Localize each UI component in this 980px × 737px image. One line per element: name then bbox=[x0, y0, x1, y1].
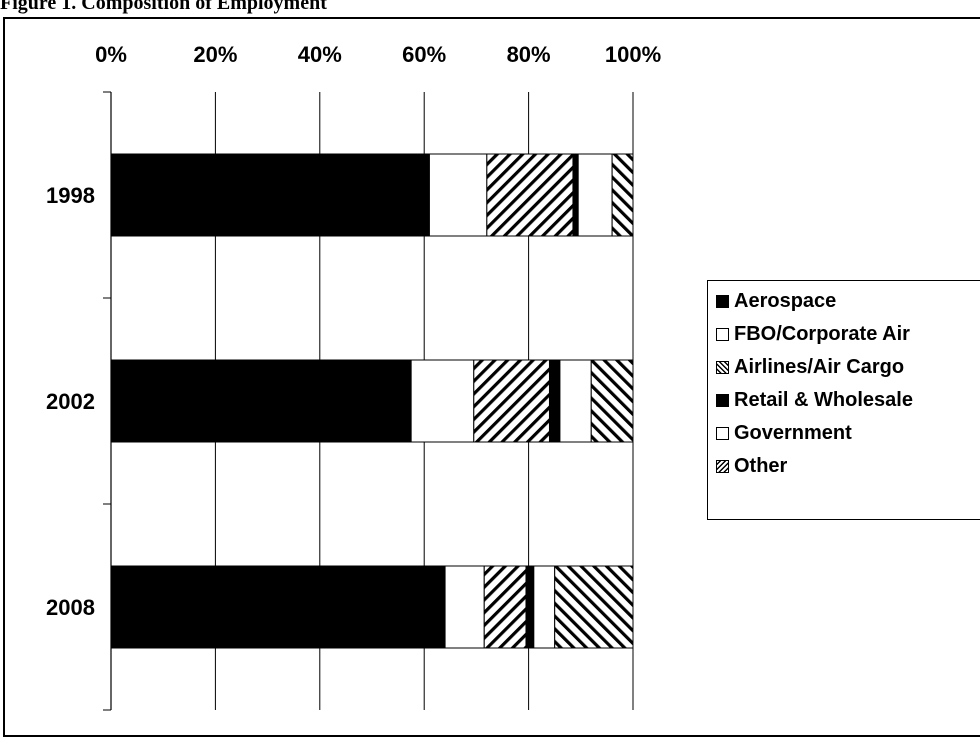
bar-segment bbox=[110, 359, 412, 443]
legend-label: Aerospace bbox=[734, 290, 837, 312]
legend-swatch-hatch-back bbox=[716, 361, 729, 374]
bar-segment bbox=[525, 565, 535, 649]
legend-label: Airlines/Air Cargo bbox=[734, 356, 905, 378]
bar-segment bbox=[590, 359, 634, 443]
bar-segment bbox=[110, 565, 446, 649]
legend-item-retail-wholesale: Retail & Wholesale bbox=[708, 384, 980, 417]
bar-segment bbox=[548, 359, 561, 443]
legend-swatch-solid bbox=[716, 394, 729, 407]
legend-label: Government bbox=[734, 422, 852, 444]
bar-segment bbox=[473, 359, 550, 443]
chart-legend: Aerospace FBO/Corporate Air Airlines/Air… bbox=[707, 280, 980, 520]
bar-segment bbox=[110, 153, 430, 237]
bar-segment bbox=[428, 153, 488, 237]
x-tick-label: 80% bbox=[507, 42, 551, 67]
bar-segment bbox=[483, 565, 527, 649]
stacked-bar-chart: 0% 20% 40% 60% 80% 100% 1998 2002 2008 bbox=[46, 42, 661, 711]
legend-label: Retail & Wholesale bbox=[734, 389, 913, 411]
legend-item-aerospace: Aerospace bbox=[708, 285, 980, 318]
x-tick-label: 100% bbox=[605, 42, 661, 67]
figure-caption: Figure 1. Composition of Employment bbox=[0, 0, 327, 14]
legend-label: FBO/Corporate Air bbox=[734, 323, 910, 345]
legend-swatch-empty bbox=[716, 427, 729, 440]
axes bbox=[103, 91, 112, 711]
bar-segment bbox=[611, 153, 634, 237]
legend-item-other: Other bbox=[708, 450, 980, 483]
legend-item-government: Government bbox=[708, 417, 980, 450]
y-tick-label: 1998 bbox=[46, 183, 95, 208]
legend-swatch-solid bbox=[716, 295, 729, 308]
axis-labels: 0% 20% 40% 60% 80% 100% 1998 2002 2008 bbox=[46, 42, 661, 620]
bar-segment bbox=[554, 565, 634, 649]
x-tick-label: 0% bbox=[95, 42, 127, 67]
x-tick-label: 20% bbox=[193, 42, 237, 67]
legend-label: Other bbox=[734, 455, 788, 477]
bar-segment bbox=[572, 153, 579, 237]
bar-segment bbox=[486, 153, 574, 237]
legend-item-airlines-air-cargo: Airlines/Air Cargo bbox=[708, 351, 980, 384]
bar-segment bbox=[533, 565, 556, 649]
bar-segment bbox=[559, 359, 592, 443]
bar-segment bbox=[410, 359, 475, 443]
bar-segment bbox=[444, 565, 485, 649]
legend-item-fbo-corporate-air: FBO/Corporate Air bbox=[708, 318, 980, 351]
bar-segment bbox=[577, 153, 613, 237]
x-tick-label: 40% bbox=[298, 42, 342, 67]
x-tick-label: 60% bbox=[402, 42, 446, 67]
y-tick-label: 2008 bbox=[46, 595, 95, 620]
legend-swatch-hatch-forward bbox=[716, 460, 729, 473]
legend-swatch-empty bbox=[716, 328, 729, 341]
bars bbox=[110, 153, 634, 649]
y-tick-label: 2002 bbox=[46, 389, 95, 414]
